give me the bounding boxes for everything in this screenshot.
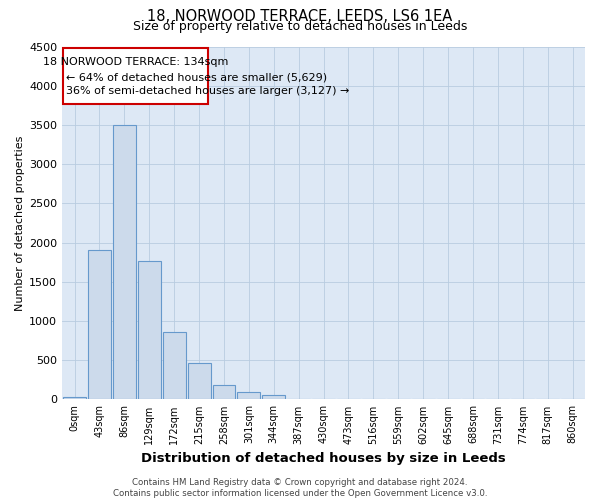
Bar	[62, 48, 208, 104]
Bar	[212, 385, 235, 400]
Bar	[63, 397, 86, 400]
Text: Contains HM Land Registry data © Crown copyright and database right 2024.
Contai: Contains HM Land Registry data © Crown c…	[113, 478, 487, 498]
X-axis label: Distribution of detached houses by size in Leeds: Distribution of detached houses by size …	[141, 452, 506, 465]
Bar	[88, 250, 111, 400]
Text: Size of property relative to detached houses in Leeds: Size of property relative to detached ho…	[133, 20, 467, 33]
Bar	[238, 392, 260, 400]
Text: ← 64% of detached houses are smaller (5,629): ← 64% of detached houses are smaller (5,…	[67, 72, 328, 83]
Text: 18 NORWOOD TERRACE: 134sqm: 18 NORWOOD TERRACE: 134sqm	[43, 57, 228, 67]
Y-axis label: Number of detached properties: Number of detached properties	[15, 136, 25, 310]
Bar	[138, 262, 161, 400]
Text: 18, NORWOOD TERRACE, LEEDS, LS6 1EA: 18, NORWOOD TERRACE, LEEDS, LS6 1EA	[148, 9, 452, 24]
Text: 36% of semi-detached houses are larger (3,127) →: 36% of semi-detached houses are larger (…	[67, 86, 350, 96]
Bar	[163, 332, 185, 400]
Bar	[113, 125, 136, 400]
Bar	[188, 364, 211, 400]
Bar	[262, 395, 285, 400]
